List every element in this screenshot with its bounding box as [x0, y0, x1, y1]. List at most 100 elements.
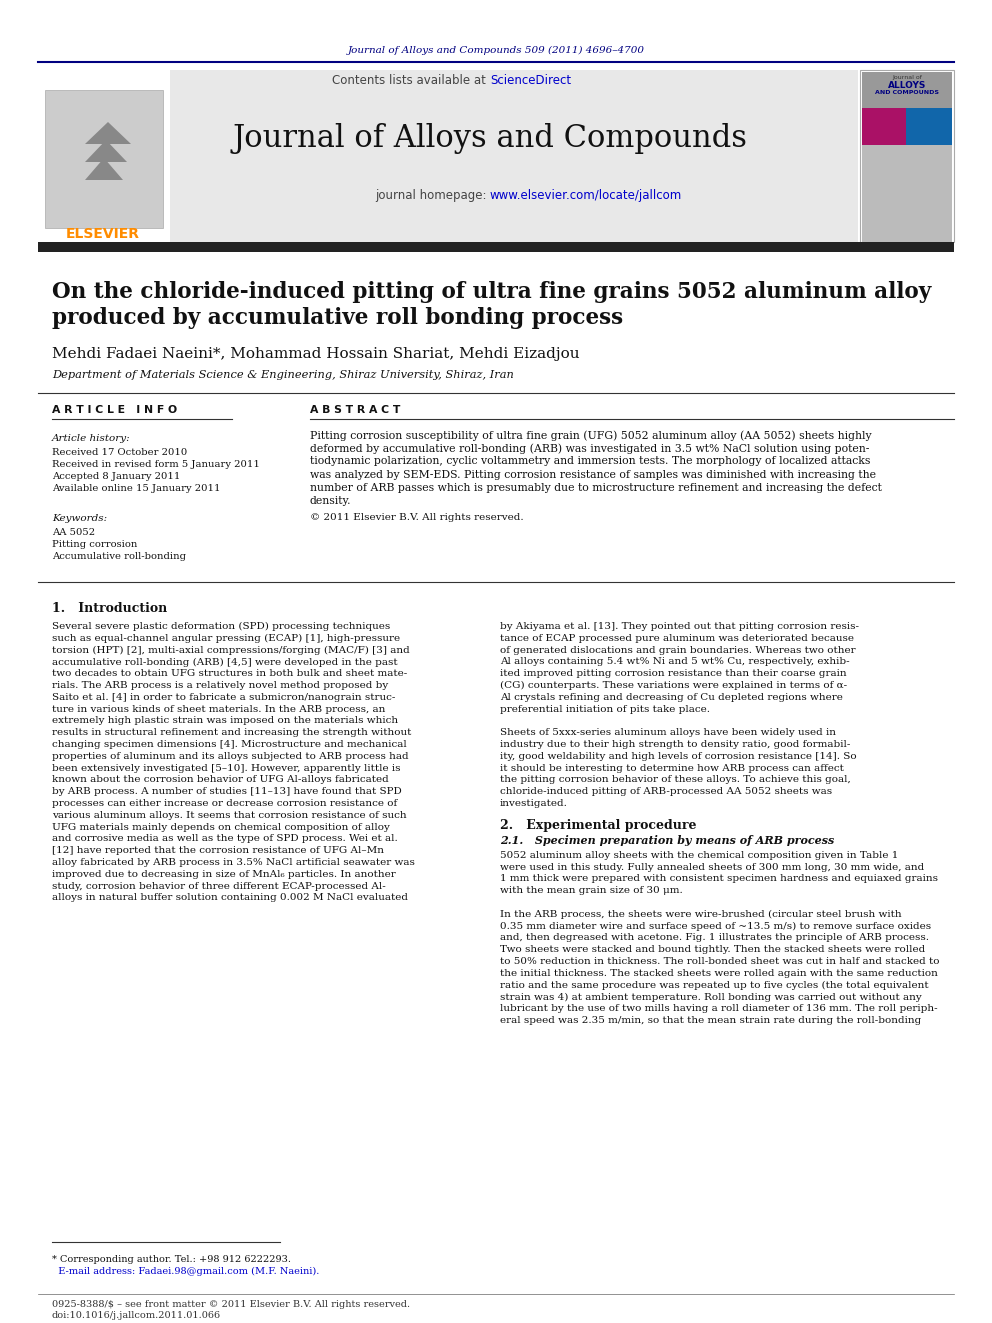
Bar — [862, 146, 952, 242]
Text: 0925-8388/$ – see front matter © 2011 Elsevier B.V. All rights reserved.: 0925-8388/$ – see front matter © 2011 El… — [52, 1301, 410, 1308]
Text: preferential initiation of pits take place.: preferential initiation of pits take pla… — [500, 705, 710, 713]
Bar — [38, 70, 170, 242]
Text: © 2011 Elsevier B.V. All rights reserved.: © 2011 Elsevier B.V. All rights reserved… — [310, 513, 524, 523]
Polygon shape — [85, 122, 131, 144]
Text: the pitting corrosion behavior of these alloys. To achieve this goal,: the pitting corrosion behavior of these … — [500, 775, 851, 785]
Text: torsion (HPT) [2], multi-axial compressions/forging (MAC/F) [3] and: torsion (HPT) [2], multi-axial compressi… — [52, 646, 410, 655]
Text: and corrosive media as well as the type of SPD process. Wei et al.: and corrosive media as well as the type … — [52, 835, 398, 843]
Text: journal homepage:: journal homepage: — [375, 189, 490, 202]
Bar — [38, 242, 954, 251]
Text: Contents lists available at: Contents lists available at — [332, 74, 490, 86]
Text: Sheets of 5xxx-series aluminum alloys have been widely used in: Sheets of 5xxx-series aluminum alloys ha… — [500, 728, 836, 737]
Text: alloys in natural buffer solution containing 0.002 M NaCl evaluated: alloys in natural buffer solution contai… — [52, 893, 408, 902]
Text: number of ARB passes which is presumably due to microstructure refinement and in: number of ARB passes which is presumably… — [310, 483, 882, 492]
Text: ratio and the same procedure was repeated up to five cycles (the total equivalen: ratio and the same procedure was repeate… — [500, 980, 929, 990]
Text: UFG materials mainly depends on chemical composition of alloy: UFG materials mainly depends on chemical… — [52, 823, 390, 832]
Text: with the mean grain size of 30 μm.: with the mean grain size of 30 μm. — [500, 886, 682, 896]
Text: Al crystals refining and decreasing of Cu depleted regions where: Al crystals refining and decreasing of C… — [500, 693, 843, 701]
Bar — [906, 108, 952, 146]
Text: A B S T R A C T: A B S T R A C T — [310, 405, 401, 415]
Text: the initial thickness. The stacked sheets were rolled again with the same reduct: the initial thickness. The stacked sheet… — [500, 968, 937, 978]
Bar — [862, 108, 906, 146]
Text: ScienceDirect: ScienceDirect — [490, 74, 571, 86]
Bar — [45, 90, 163, 228]
Text: investigated.: investigated. — [500, 799, 567, 808]
Text: accumulative roll-bonding (ARB) [4,5] were developed in the past: accumulative roll-bonding (ARB) [4,5] we… — [52, 658, 398, 667]
Text: (CG) counterparts. These variations were explained in terms of α-: (CG) counterparts. These variations were… — [500, 681, 847, 691]
Text: tance of ECAP processed pure aluminum was deteriorated because: tance of ECAP processed pure aluminum wa… — [500, 634, 854, 643]
Text: A R T I C L E   I N F O: A R T I C L E I N F O — [52, 405, 178, 415]
Text: properties of aluminum and its alloys subjected to ARB process had: properties of aluminum and its alloys su… — [52, 751, 409, 761]
Text: density.: density. — [310, 496, 351, 505]
Text: Saito et al. [4] in order to fabricate a submicron/nanograin struc-: Saito et al. [4] in order to fabricate a… — [52, 693, 396, 701]
Polygon shape — [85, 157, 123, 180]
Text: ELSEVIER: ELSEVIER — [66, 228, 140, 241]
Text: known about the corrosion behavior of UFG Al-alloys fabricated: known about the corrosion behavior of UF… — [52, 775, 389, 785]
Text: Available online 15 January 2011: Available online 15 January 2011 — [52, 484, 220, 493]
Text: 5052 aluminum alloy sheets with the chemical composition given in Table 1: 5052 aluminum alloy sheets with the chem… — [500, 851, 899, 860]
Text: rials. The ARB process is a relatively novel method proposed by: rials. The ARB process is a relatively n… — [52, 681, 388, 691]
Text: 2.   Experimental procedure: 2. Experimental procedure — [500, 819, 696, 832]
Text: eral speed was 2.35 m/min, so that the mean strain rate during the roll-bonding: eral speed was 2.35 m/min, so that the m… — [500, 1016, 922, 1025]
Text: ture in various kinds of sheet materials. In the ARB process, an: ture in various kinds of sheet materials… — [52, 705, 385, 713]
Text: Keywords:: Keywords: — [52, 515, 107, 523]
Bar — [860, 70, 954, 242]
Bar — [38, 70, 858, 242]
Text: Journal of: Journal of — [892, 75, 922, 81]
Text: such as equal-channel angular pressing (ECAP) [1], high-pressure: such as equal-channel angular pressing (… — [52, 634, 400, 643]
Text: 2.1.   Specimen preparation by means of ARB process: 2.1. Specimen preparation by means of AR… — [500, 835, 834, 845]
Text: results in structural refinement and increasing the strength without: results in structural refinement and inc… — [52, 728, 412, 737]
Text: improved due to decreasing in size of MnAl₆ particles. In another: improved due to decreasing in size of Mn… — [52, 869, 396, 878]
Text: been extensively investigated [5–10]. However, apparently little is: been extensively investigated [5–10]. Ho… — [52, 763, 401, 773]
Text: processes can either increase or decrease corrosion resistance of: processes can either increase or decreas… — [52, 799, 397, 808]
Text: In the ARB process, the sheets were wire-brushed (circular steel brush with: In the ARB process, the sheets were wire… — [500, 910, 902, 919]
Text: Pitting corrosion susceptibility of ultra fine grain (UFG) 5052 aluminum alloy (: Pitting corrosion susceptibility of ultr… — [310, 430, 872, 441]
Text: doi:10.1016/j.jallcom.2011.01.066: doi:10.1016/j.jallcom.2011.01.066 — [52, 1311, 221, 1320]
Text: tiodynamic polarization, cyclic voltammetry and immersion tests. The morphology : tiodynamic polarization, cyclic voltamme… — [310, 456, 870, 467]
Text: by Akiyama et al. [13]. They pointed out that pitting corrosion resis-: by Akiyama et al. [13]. They pointed out… — [500, 622, 859, 631]
Text: was analyzed by SEM-EDS. Pitting corrosion resistance of samples was diminished : was analyzed by SEM-EDS. Pitting corrosi… — [310, 470, 876, 480]
Text: study, corrosion behavior of three different ECAP-processed Al-: study, corrosion behavior of three diffe… — [52, 881, 386, 890]
Text: chloride-induced pitting of ARB-processed AA 5052 sheets was: chloride-induced pitting of ARB-processe… — [500, 787, 832, 796]
Text: www.elsevier.com/locate/jallcom: www.elsevier.com/locate/jallcom — [490, 189, 682, 202]
Text: of generated dislocations and grain boundaries. Whereas two other: of generated dislocations and grain boun… — [500, 646, 856, 655]
Text: changing specimen dimensions [4]. Microstructure and mechanical: changing specimen dimensions [4]. Micros… — [52, 740, 407, 749]
Text: various aluminum alloys. It seems that corrosion resistance of such: various aluminum alloys. It seems that c… — [52, 811, 407, 820]
Text: Journal of Alloys and Compounds: Journal of Alloys and Compounds — [232, 123, 748, 153]
Text: ited improved pitting corrosion resistance than their coarse grain: ited improved pitting corrosion resistan… — [500, 669, 846, 679]
Bar — [862, 71, 952, 108]
Text: Accumulative roll-bonding: Accumulative roll-bonding — [52, 552, 186, 561]
Text: Department of Materials Science & Engineering, Shiraz University, Shiraz, Iran: Department of Materials Science & Engine… — [52, 370, 514, 380]
Text: two decades to obtain UFG structures in both bulk and sheet mate-: two decades to obtain UFG structures in … — [52, 669, 408, 679]
Text: Mehdi Fadaei Naeini*, Mohammad Hossain Shariat, Mehdi Eizadjou: Mehdi Fadaei Naeini*, Mohammad Hossain S… — [52, 347, 579, 361]
Text: Article history:: Article history: — [52, 434, 131, 443]
Text: AA 5052: AA 5052 — [52, 528, 95, 537]
Text: strain was 4) at ambient temperature. Roll bonding was carried out without any: strain was 4) at ambient temperature. Ro… — [500, 992, 922, 1002]
Text: E-mail address: Fadaei.98@gmail.com (M.F. Naeini).: E-mail address: Fadaei.98@gmail.com (M.F… — [52, 1267, 319, 1277]
Text: Received in revised form 5 January 2011: Received in revised form 5 January 2011 — [52, 460, 260, 468]
Text: produced by accumulative roll bonding process: produced by accumulative roll bonding pr… — [52, 307, 623, 329]
Text: [12] have reported that the corrosion resistance of UFG Al–Mn: [12] have reported that the corrosion re… — [52, 847, 384, 855]
Text: Several severe plastic deformation (SPD) processing techniques: Several severe plastic deformation (SPD)… — [52, 622, 390, 631]
Text: extremely high plastic strain was imposed on the materials which: extremely high plastic strain was impose… — [52, 716, 398, 725]
Text: it should be interesting to determine how ARB process can affect: it should be interesting to determine ho… — [500, 763, 844, 773]
Text: alloy fabricated by ARB process in 3.5% NaCl artificial seawater was: alloy fabricated by ARB process in 3.5% … — [52, 859, 415, 867]
Text: 1 mm thick were prepared with consistent specimen hardness and equiaxed grains: 1 mm thick were prepared with consistent… — [500, 875, 938, 884]
Text: Pitting corrosion: Pitting corrosion — [52, 540, 137, 549]
Text: Accepted 8 January 2011: Accepted 8 January 2011 — [52, 472, 181, 482]
Text: Received 17 October 2010: Received 17 October 2010 — [52, 448, 187, 456]
Text: to 50% reduction in thickness. The roll-bonded sheet was cut in half and stacked: to 50% reduction in thickness. The roll-… — [500, 957, 939, 966]
Text: Two sheets were stacked and bound tightly. Then the stacked sheets were rolled: Two sheets were stacked and bound tightl… — [500, 945, 926, 954]
Text: deformed by accumulative roll-bonding (ARB) was investigated in 3.5 wt% NaCl sol: deformed by accumulative roll-bonding (A… — [310, 443, 869, 454]
Text: 0.35 mm diameter wire and surface speed of ~13.5 m/s) to remove surface oxides: 0.35 mm diameter wire and surface speed … — [500, 922, 931, 930]
Text: AND COMPOUNDS: AND COMPOUNDS — [875, 90, 939, 95]
Text: Al alloys containing 5.4 wt% Ni and 5 wt% Cu, respectively, exhib-: Al alloys containing 5.4 wt% Ni and 5 wt… — [500, 658, 849, 667]
Text: 1.   Introduction: 1. Introduction — [52, 602, 168, 615]
Text: industry due to their high strength to density ratio, good formabil-: industry due to their high strength to d… — [500, 740, 850, 749]
Text: were used in this study. Fully annealed sheets of 300 mm long, 30 mm wide, and: were used in this study. Fully annealed … — [500, 863, 925, 872]
Text: lubricant by the use of two mills having a roll diameter of 136 mm. The roll per: lubricant by the use of two mills having… — [500, 1004, 937, 1013]
Text: Journal of Alloys and Compounds 509 (2011) 4696–4700: Journal of Alloys and Compounds 509 (201… — [347, 45, 645, 54]
Text: ALLOYS: ALLOYS — [888, 82, 927, 90]
Text: * Corresponding author. Tel.: +98 912 6222293.: * Corresponding author. Tel.: +98 912 62… — [52, 1256, 291, 1263]
Text: by ARB process. A number of studies [11–13] have found that SPD: by ARB process. A number of studies [11–… — [52, 787, 402, 796]
